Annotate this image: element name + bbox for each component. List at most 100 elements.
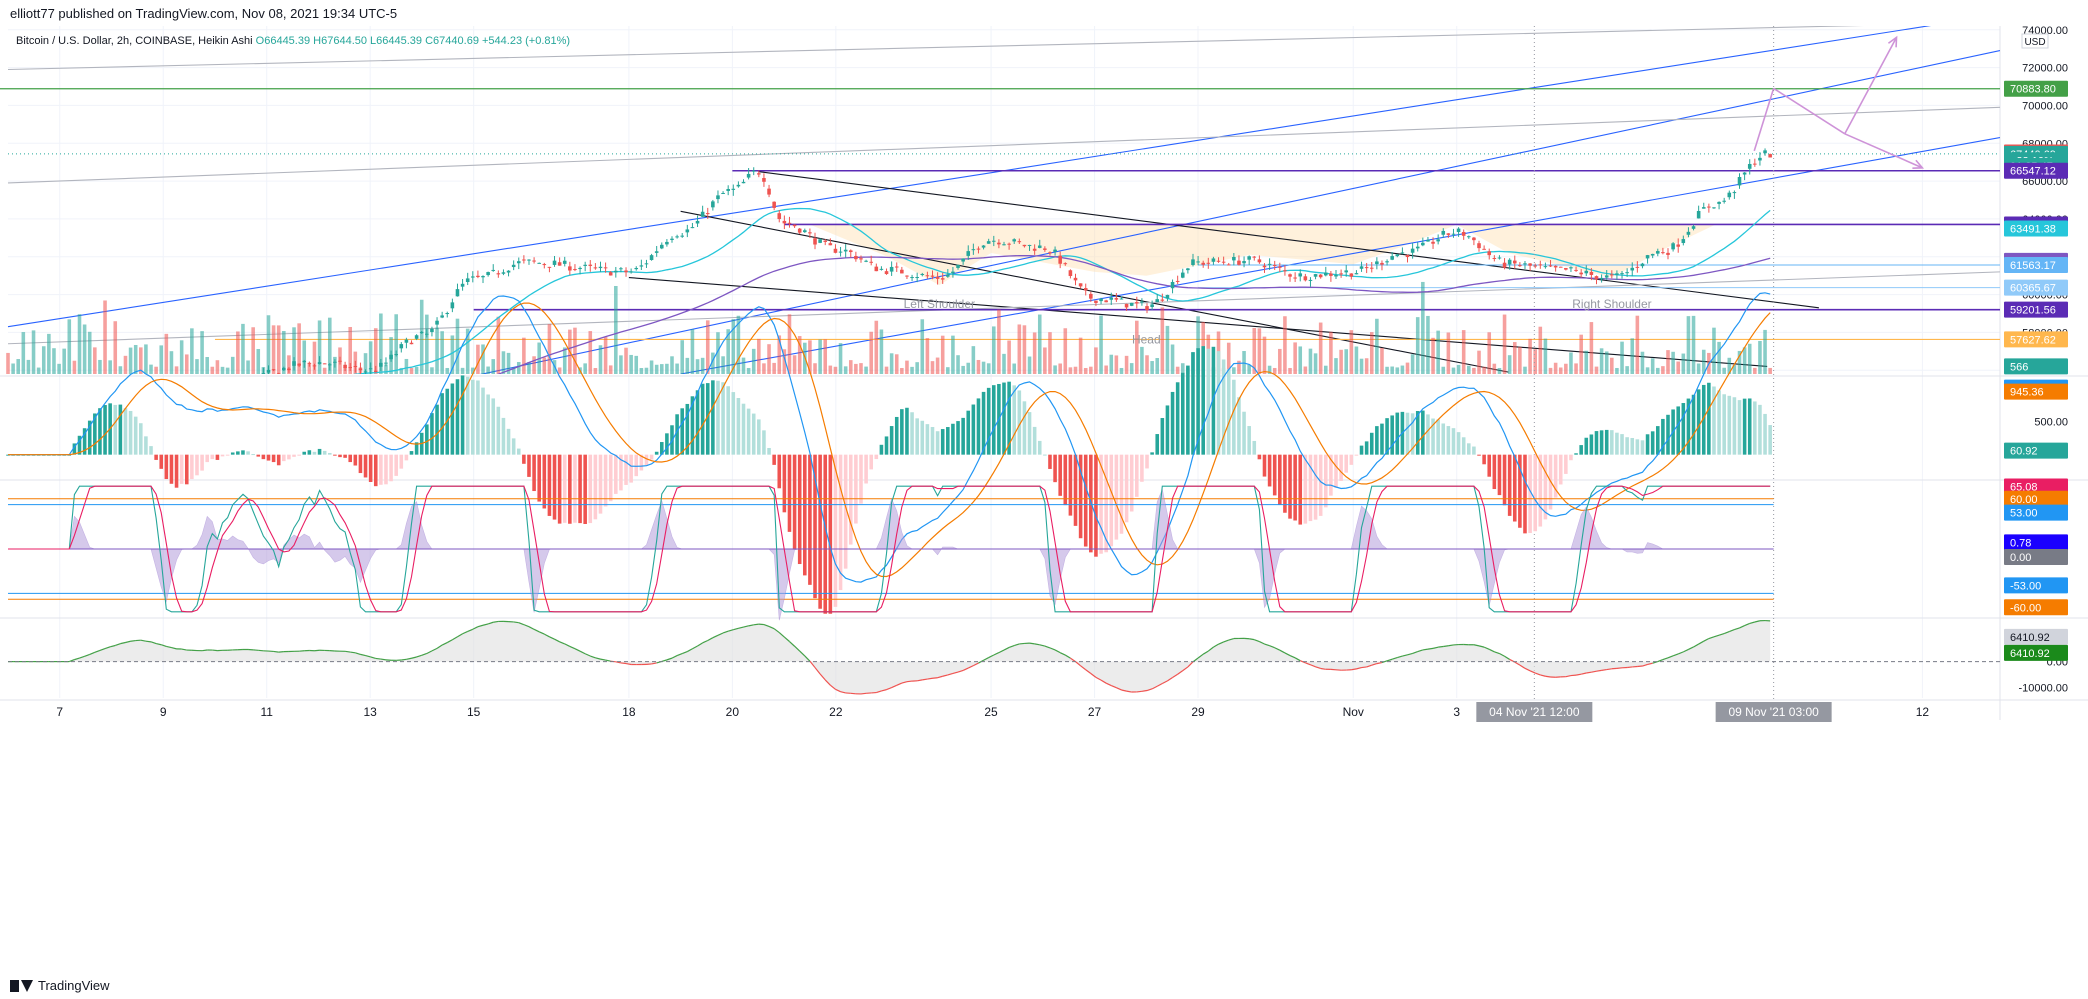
volume-bar — [1732, 365, 1737, 374]
volume-bar — [506, 352, 511, 374]
tradingview-logo[interactable]: TradingView — [10, 978, 110, 993]
chart-svg[interactable]: Left Shoulder Head Right Shoulder Bitcoin /… — [0, 25, 2088, 970]
candle-body — [1400, 252, 1405, 254]
volume-bar — [1410, 354, 1415, 374]
macd-histogram-bar — [1323, 454, 1328, 508]
volume-bar — [1329, 331, 1333, 374]
volume-bar — [1421, 281, 1425, 374]
candle-body — [1012, 239, 1017, 242]
volume-bar — [991, 326, 996, 374]
momentum-segment — [804, 655, 811, 662]
candle-body — [1298, 273, 1303, 277]
candle-body — [854, 255, 858, 260]
tradingview-logo-icon — [10, 979, 33, 992]
volume-bar — [404, 358, 409, 374]
momentum-segment — [1249, 638, 1255, 641]
macd-histogram-bar — [614, 454, 618, 494]
candle-body — [62, 433, 66, 434]
momentum-segment — [1483, 646, 1490, 650]
chart-area[interactable]: Left Shoulder Head Right Shoulder Bitcoin /… — [0, 25, 2088, 970]
candle-body — [1732, 192, 1737, 194]
candle-body — [726, 188, 730, 191]
macd-histogram-bar — [384, 454, 388, 485]
volume-bar — [629, 354, 633, 374]
volume-bar — [312, 341, 317, 374]
osc-label-6: -60.00 — [2004, 599, 2068, 616]
time-tick-label: 15 — [467, 705, 481, 719]
candle-body — [1262, 265, 1267, 268]
momentum-segment — [574, 648, 581, 652]
candle-body — [1339, 273, 1343, 275]
momentum-segment — [702, 639, 709, 644]
osc-label-1: 60.00 — [2004, 490, 2068, 507]
momentum-segment — [446, 639, 453, 644]
candle-body — [236, 385, 240, 386]
momentum-segment — [906, 680, 913, 683]
candle-body — [1584, 270, 1589, 274]
macd-histogram-bar — [1686, 398, 1691, 455]
macd-histogram-bar — [399, 454, 404, 469]
volume-bar — [460, 367, 465, 374]
momentum-segment — [370, 656, 376, 660]
macd-histogram-bar — [348, 454, 353, 463]
momentum-segment — [1315, 666, 1321, 670]
candle-body — [1528, 263, 1532, 266]
candle-body — [1380, 262, 1384, 265]
candle-body — [1589, 271, 1594, 275]
momentum-segment — [487, 621, 494, 625]
macd-histogram-bar — [139, 423, 143, 455]
macd-histogram-bar — [935, 431, 940, 455]
candle-body — [1385, 261, 1389, 263]
candle-body — [32, 450, 36, 452]
momentum-segment — [590, 655, 596, 659]
candle-body — [282, 367, 286, 371]
momentum-segment — [171, 647, 177, 650]
candle-body — [894, 266, 899, 268]
candle-body — [1017, 241, 1022, 243]
candle-body — [1048, 252, 1052, 254]
macd-histogram-bar — [1543, 454, 1548, 520]
volume-bar — [889, 353, 894, 374]
candle-body — [1604, 275, 1609, 278]
volume-bar — [435, 327, 439, 374]
candle-body — [302, 360, 307, 363]
candle-body — [767, 188, 771, 195]
macd-histogram-bar — [1655, 426, 1660, 455]
volume-bar — [619, 355, 623, 374]
legend-text: Bitcoin / U.S. Dollar, 2h, COINBASE, Hei… — [16, 35, 570, 47]
volume-bar — [1599, 348, 1604, 374]
candle-body — [384, 362, 388, 364]
macd-histogram-bar — [389, 454, 393, 482]
momentum-segment — [579, 650, 586, 655]
macd-histogram-bar — [797, 454, 802, 565]
volume-bar — [1548, 367, 1553, 374]
volume-bar — [1160, 307, 1165, 374]
candle-body — [307, 362, 312, 364]
macd-histogram-bar — [471, 379, 475, 455]
macd-histogram-bar — [1732, 397, 1737, 455]
candle-body — [583, 264, 587, 266]
candle-body — [598, 266, 603, 269]
volume-bar — [946, 367, 950, 374]
momentum-segment — [1202, 650, 1209, 655]
volume-bar — [782, 349, 787, 374]
volume-bar — [843, 366, 848, 374]
time-tick-label: 13 — [364, 705, 378, 719]
volume-bar — [1165, 325, 1170, 374]
momentum-segment — [416, 654, 422, 658]
volume-bar — [465, 328, 470, 374]
macd-histogram-bar — [803, 454, 807, 576]
macd-histogram-bar — [757, 419, 761, 455]
candle-body — [741, 181, 746, 184]
candle-body — [843, 249, 848, 252]
volume-bar — [1232, 367, 1236, 374]
momentum-segment — [69, 659, 75, 663]
momentum-segment — [1422, 648, 1429, 651]
candle-body — [516, 261, 521, 264]
candle-body — [1283, 270, 1287, 272]
volume-bar — [128, 347, 133, 374]
macd-histogram-bar — [1441, 423, 1446, 455]
candle-body — [1334, 274, 1338, 277]
candle-body — [159, 399, 163, 401]
candle-body — [1410, 248, 1415, 253]
